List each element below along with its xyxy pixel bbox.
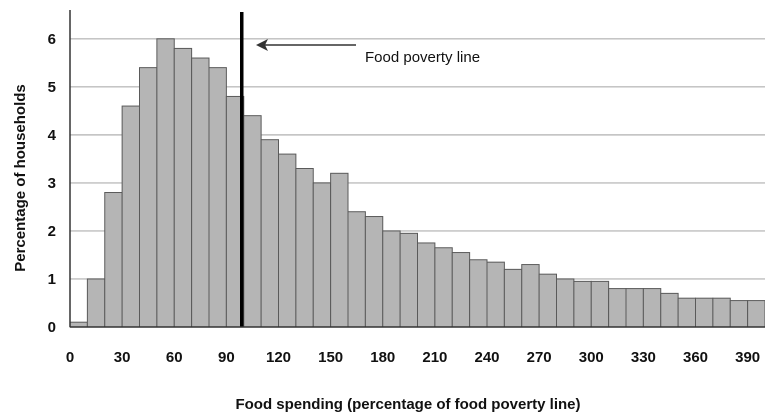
annotation-arrow-head [256, 39, 268, 51]
x-tick-270: 270 [527, 349, 552, 366]
reference-line-group [240, 12, 356, 327]
x-tick-60: 60 [166, 349, 183, 366]
x-axis-label: Food spending (percentage of food povert… [235, 396, 580, 413]
axes [69, 10, 765, 328]
x-tick-330: 330 [631, 349, 656, 366]
x-tick-210: 210 [422, 349, 447, 366]
x-tick-240: 240 [474, 349, 499, 366]
bar-370 [712, 297, 731, 328]
x-tick-360: 360 [683, 349, 708, 366]
bar-60 [173, 47, 193, 328]
bar-360 [695, 297, 714, 328]
bar-80 [208, 67, 227, 328]
bar-380 [729, 300, 749, 328]
bar-270 [538, 273, 557, 328]
bar-280 [556, 278, 575, 328]
bar-340 [660, 292, 679, 328]
bar-310 [608, 288, 627, 328]
bar-180 [382, 230, 401, 328]
bar-230 [469, 259, 488, 328]
y-tick-4: 4 [48, 127, 57, 144]
food-poverty-line-label: Food poverty line [365, 49, 480, 66]
bar-220 [451, 252, 471, 328]
bar-330 [642, 288, 662, 328]
bar-110 [260, 139, 279, 328]
x-tick-300: 300 [579, 349, 604, 366]
x-tick-30: 30 [114, 349, 131, 366]
bar-50 [156, 38, 175, 328]
bar-20 [104, 192, 123, 328]
bar-120 [278, 153, 297, 328]
y-axis-label: Percentage of households [12, 84, 29, 272]
y-tick-5: 5 [48, 79, 56, 96]
bar-200 [417, 242, 436, 328]
bars [69, 38, 765, 328]
bar-320 [625, 288, 644, 328]
bar-300 [590, 280, 610, 328]
bar-100 [243, 115, 262, 328]
y-tick-3: 3 [48, 175, 56, 192]
y-tick-2: 2 [48, 223, 56, 240]
x-tick-labels: 0 30 60 90 120 150 180 210 240 270 300 330 360 390 [66, 349, 760, 366]
bar-30 [121, 105, 140, 328]
y-tick-1: 1 [48, 271, 56, 288]
bar-40 [139, 67, 158, 328]
bar-160 [347, 211, 366, 328]
x-tick-390: 390 [735, 349, 760, 366]
bar-10 [86, 278, 106, 328]
x-tick-180: 180 [370, 349, 395, 366]
bar-210 [434, 247, 453, 328]
x-tick-150: 150 [318, 349, 343, 366]
y-tick-0: 0 [48, 319, 56, 336]
bar-250 [503, 268, 523, 328]
x-tick-120: 120 [266, 349, 291, 366]
bar-170 [364, 216, 384, 328]
x-tick-0: 0 [66, 349, 74, 366]
bar-190 [399, 232, 418, 328]
bar-260 [521, 264, 540, 328]
y-tick-6: 6 [48, 31, 56, 48]
bar-390 [747, 300, 765, 328]
bar-350 [677, 297, 696, 328]
x-tick-90: 90 [218, 349, 235, 366]
bar-290 [573, 280, 592, 328]
y-tick-labels: 0 1 2 3 4 5 6 [48, 31, 57, 336]
bar-150 [330, 172, 349, 328]
bar-130 [295, 168, 314, 328]
bar-240 [486, 261, 505, 328]
bar-140 [312, 182, 332, 328]
bar-70 [191, 57, 210, 328]
